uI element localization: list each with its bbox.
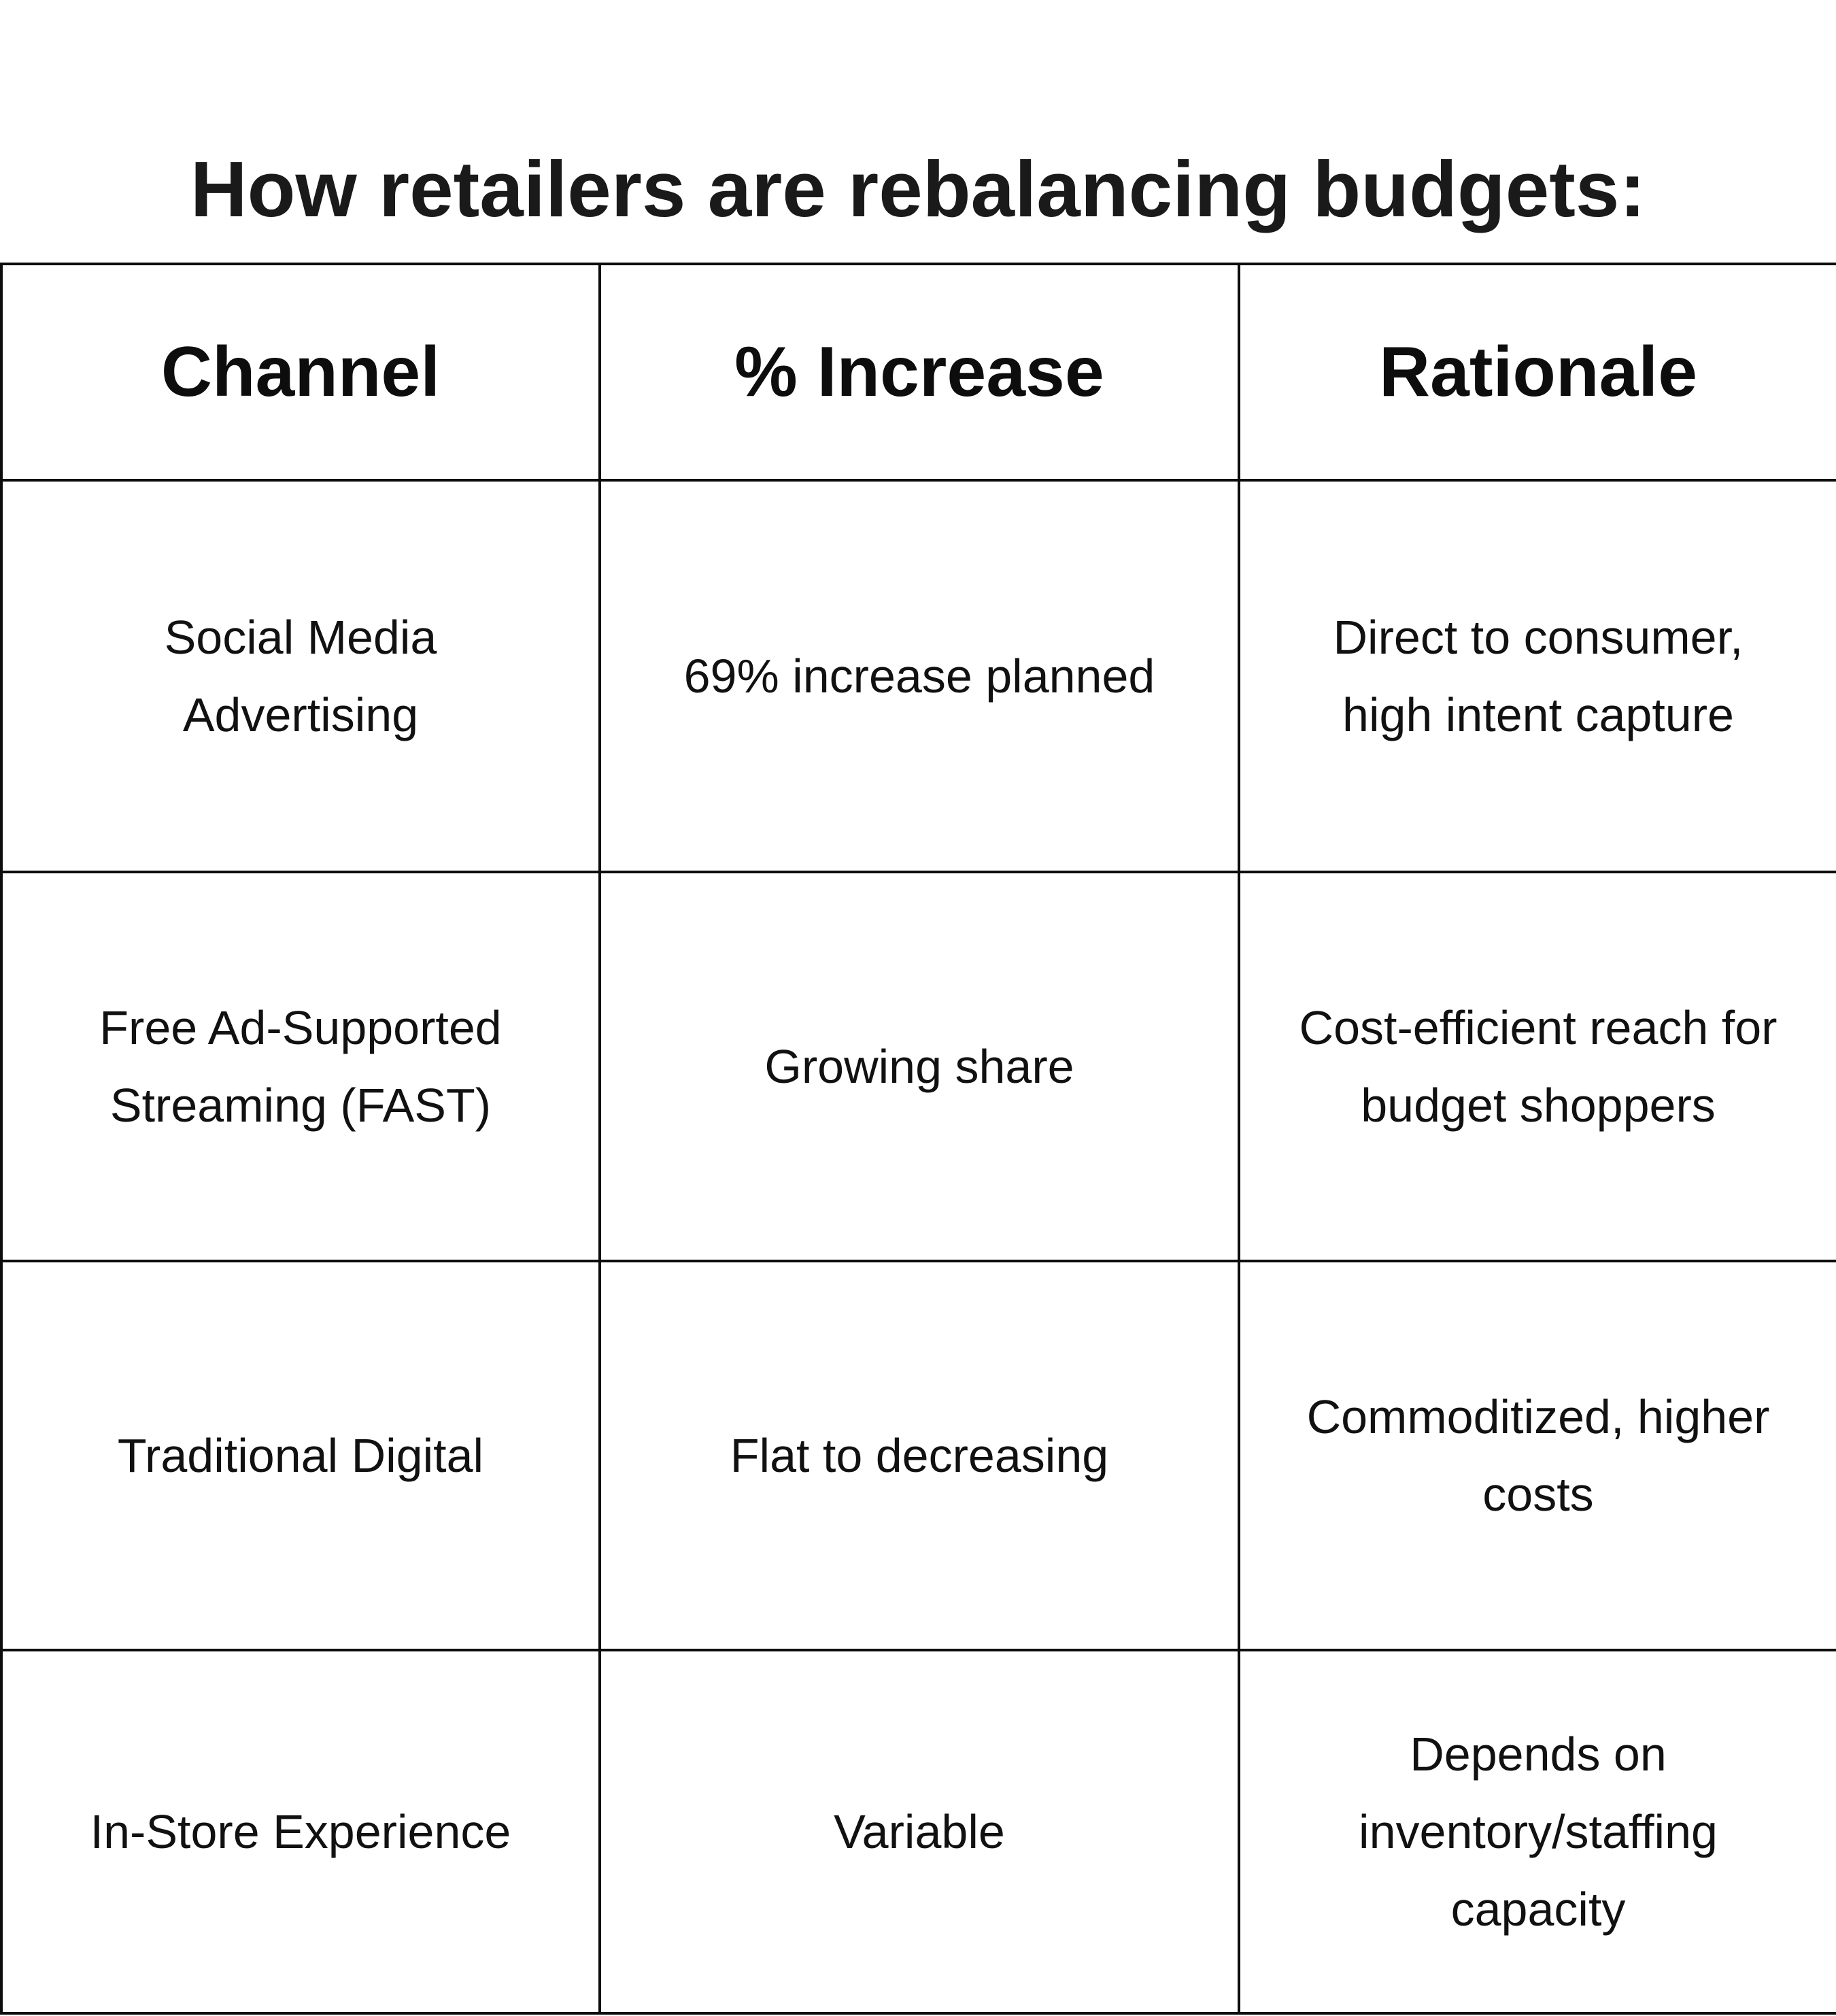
cell-text: Commoditized, higher costs (1306, 1390, 1770, 1521)
cell-text: Variable (834, 1805, 1005, 1858)
cell-increase: Growing share (598, 871, 1240, 1262)
cell-increase: 69% increase planned (598, 479, 1240, 873)
cell-rationale: Direct to consumer, high intent capture (1238, 479, 1836, 873)
cell-text: Traditional Digital (117, 1429, 484, 1482)
cell-channel: In-Store Experience (0, 1649, 601, 2015)
budget-table: Channel % Increase Rationale Social Medi… (0, 263, 1836, 2015)
cell-text: Social Media Advertising (164, 611, 437, 741)
cell-channel: Free Ad-Supported Streaming (FAST) (0, 871, 601, 1262)
cell-rationale: Depends on inventory/staffing capacity (1238, 1649, 1836, 2015)
cell-text: Depends on inventory/staffing capacity (1359, 1728, 1718, 1936)
header-increase: % Increase (598, 263, 1240, 482)
cell-text: In-Store Experience (90, 1805, 511, 1858)
cell-text: Cost-efficient reach for budget shoppers (1299, 1001, 1778, 1132)
table-row: Traditional Digital Flat to decreasing C… (0, 1260, 1836, 1651)
table-row: Social Media Advertising 69% increase pl… (0, 479, 1836, 873)
cell-text: Free Ad-Supported Streaming (FAST) (99, 1001, 502, 1132)
page-title: How retailers are rebalancing budgets: (190, 144, 1646, 233)
table-row: Free Ad-Supported Streaming (FAST) Growi… (0, 871, 1836, 1262)
cell-text: 69% increase planned (683, 650, 1155, 703)
cell-increase: Flat to decreasing (598, 1260, 1240, 1651)
cell-channel: Traditional Digital (0, 1260, 601, 1651)
cell-rationale: Cost-efficient reach for budget shoppers (1238, 871, 1836, 1262)
cell-channel: Social Media Advertising (0, 479, 601, 873)
cell-text: Growing share (764, 1040, 1074, 1093)
header-rationale: Rationale (1238, 263, 1836, 482)
cell-rationale: Commoditized, higher costs (1238, 1260, 1836, 1651)
header-channel: Channel (0, 263, 601, 482)
cell-increase: Variable (598, 1649, 1240, 2015)
cell-text: Flat to decreasing (730, 1429, 1109, 1482)
table-row: In-Store Experience Variable Depends on … (0, 1649, 1836, 2015)
table-header-row: Channel % Increase Rationale (0, 263, 1836, 482)
cell-text: Direct to consumer, high intent capture (1333, 611, 1744, 741)
